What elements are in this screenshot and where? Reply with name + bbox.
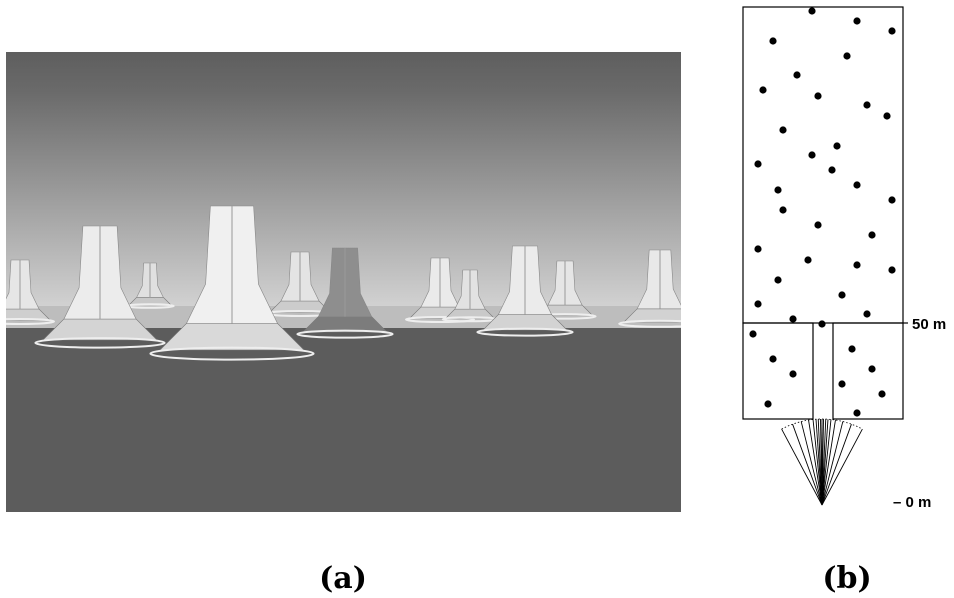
far-field [743,7,903,323]
obstacle-dot [808,151,815,158]
layout-diagram [743,7,908,419]
obstacle-dot [754,300,761,307]
obstacle-dot [814,92,821,99]
obstacle-dot [793,71,800,78]
obstacle-dot [754,245,761,252]
scene-image [0,52,701,512]
obstacle-dot [853,261,860,268]
obstacle-dot [888,196,895,203]
obstacle-dot [868,365,875,372]
obstacle-dot [838,380,845,387]
obstacle-dot [769,37,776,44]
obstacle-dot [774,276,781,283]
obstacle-dot [863,101,870,108]
obstacle-dot [814,221,821,228]
near-right-field [833,323,903,419]
obstacle-dot [888,27,895,34]
obstacle-dot [833,142,840,149]
obstacle-dot [868,231,875,238]
obstacle-dot [883,112,890,119]
obstacle-dot [818,320,825,327]
obstacle-dot [808,7,815,14]
obstacle-dot [888,266,895,273]
obstacle-dot [878,390,885,397]
obstacle-dot [804,256,811,263]
obstacle-dot [853,181,860,188]
obstacle-dot [789,315,796,322]
scale-label: – 0 m [893,494,931,511]
obstacle-dot [789,370,796,377]
obstacle-dot [779,126,786,133]
obstacle-dot [779,206,786,213]
obstacle-dot [759,86,766,93]
page: 50 m – 0 m (a) (b) (() => { const data =… [0,0,954,598]
figure: 50 m – 0 m (a) (b) [0,0,954,598]
obstacle-dot [863,310,870,317]
panel-caption: (b) [822,561,871,596]
obstacle-dot [848,345,855,352]
scale-label: 50 m [912,316,946,333]
obstacle-dot [853,409,860,416]
obstacle-dot [828,166,835,173]
obstacle-dot [774,186,781,193]
obstacle-dot [749,330,756,337]
obstacle-dot [769,355,776,362]
obstacle-dot [853,17,860,24]
panel-caption: (a) [319,561,367,596]
obstacle-dot [754,160,761,167]
obstacle-dot [843,52,850,59]
obstacle-dot [838,291,845,298]
obstacle-dot [764,400,771,407]
